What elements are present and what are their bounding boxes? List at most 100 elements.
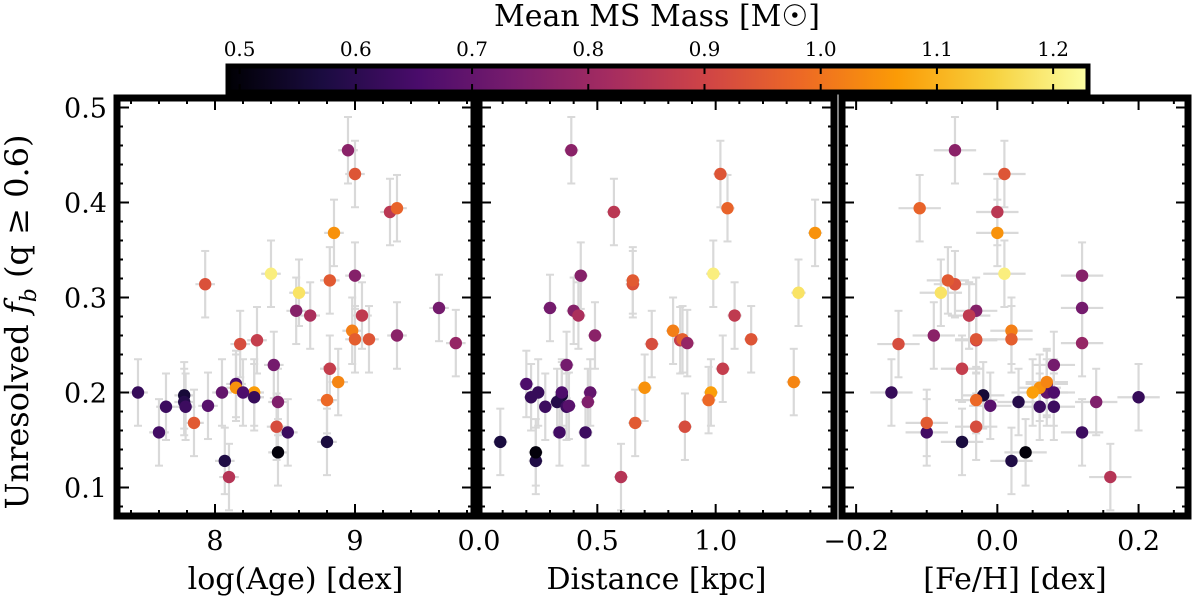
data-point <box>332 375 345 389</box>
data-point <box>1033 400 1046 413</box>
data-point <box>248 391 261 404</box>
data-point <box>920 426 933 439</box>
data-point <box>1047 386 1061 399</box>
data-point <box>948 144 962 157</box>
colorbar-tick-label: 0.9 <box>689 37 721 61</box>
data-point <box>323 362 336 375</box>
panel-feh: −0.2 0.0 0.2 [Fe/H] [dex] <box>823 94 1192 597</box>
data-point <box>1019 446 1032 459</box>
colorbar-tick-label: 1.1 <box>921 37 953 61</box>
data-point <box>341 144 355 157</box>
data-point <box>579 426 592 439</box>
data-point <box>270 420 283 433</box>
data-point <box>1047 358 1061 372</box>
data-point <box>934 286 948 299</box>
data-point <box>187 416 201 430</box>
panel-frame <box>475 94 838 520</box>
data-point <box>955 362 969 375</box>
data-point <box>962 309 976 322</box>
data-point <box>1075 301 1089 315</box>
y-axis-label: Unresolved fb (q ≥ 0.6) <box>0 134 42 509</box>
panel-frame <box>838 94 1192 520</box>
data-point <box>1132 391 1145 404</box>
colorbar: 0.5 0.6 0.7 0.8 0.9 1.0 1.1 1.2 <box>224 37 1091 95</box>
data-point <box>1104 470 1117 484</box>
data-point <box>560 358 573 372</box>
data-point <box>588 329 602 342</box>
data-point <box>1075 269 1089 282</box>
data-point <box>941 274 955 287</box>
x-tick-label: 0.2 <box>1117 526 1160 557</box>
data-point <box>550 395 564 409</box>
data-point <box>792 286 805 299</box>
data-point <box>201 399 215 412</box>
data-point <box>390 329 404 342</box>
data-point <box>355 309 369 322</box>
data-point <box>215 386 229 399</box>
data-point <box>581 395 595 409</box>
y-tick-label: 0.5 <box>64 94 107 125</box>
data-point <box>304 309 317 322</box>
data-point <box>152 426 166 439</box>
data-point <box>998 267 1011 280</box>
x-tick-label: 9 <box>346 526 363 557</box>
data-point <box>159 400 173 413</box>
data-point <box>292 286 306 299</box>
y-tick-label: 0.2 <box>64 379 107 410</box>
data-point <box>1012 395 1025 409</box>
data-point <box>565 144 578 157</box>
panel-dist: 0.0 0.5 1.0 Distance [kpc] <box>458 94 838 597</box>
y-tick-label: 0.4 <box>64 189 107 220</box>
data-point <box>348 167 362 181</box>
colorbar-tick-label: 0.6 <box>340 37 372 61</box>
data-point <box>320 435 334 449</box>
data-point <box>1075 426 1089 439</box>
x-tick-label: −0.2 <box>823 526 889 557</box>
data-point <box>678 420 692 433</box>
panel-frame <box>113 94 478 520</box>
data-point <box>984 399 997 412</box>
data-point <box>1026 386 1039 399</box>
data-point <box>1040 375 1053 389</box>
data-point <box>281 426 294 439</box>
data-point <box>645 337 658 351</box>
data-point <box>885 386 898 399</box>
colorbar-frame <box>225 63 1091 95</box>
data-point <box>250 334 264 347</box>
data-point <box>529 446 542 459</box>
panels: 0.1 0.2 0.3 0.4 0.5 8 9 log(Age) [dex] 0.0 0.5 1.0… <box>64 94 1192 597</box>
data-point <box>320 393 334 407</box>
colorbar-tick-label: 0.8 <box>572 37 604 61</box>
plot-area <box>479 98 834 516</box>
data-point <box>638 381 651 394</box>
data-point <box>614 470 628 484</box>
data-point <box>969 333 983 346</box>
x-axis-label: [Fe/H] [dex] <box>923 562 1106 597</box>
data-point <box>892 337 905 351</box>
x-tick-label: 1.0 <box>694 526 737 557</box>
colorbar-tick-label: 1.0 <box>805 37 837 61</box>
data-point <box>574 269 587 282</box>
data-point <box>716 362 729 375</box>
data-point <box>721 202 734 215</box>
data-point <box>572 309 585 322</box>
x-tick-label: 0.0 <box>976 526 1019 557</box>
data-point <box>629 416 642 430</box>
data-point <box>236 386 250 399</box>
data-point <box>543 301 557 315</box>
data-point <box>607 205 621 219</box>
colorbar-label: Mean MS Mass [M☉] <box>494 0 820 34</box>
data-point <box>808 226 822 240</box>
data-point <box>991 226 1004 240</box>
data-point <box>927 329 940 342</box>
data-point <box>991 205 1004 219</box>
data-point <box>524 391 538 404</box>
x-axis-label: Distance [kpc] <box>547 562 767 597</box>
x-tick-label: 0.5 <box>576 526 619 557</box>
data-point <box>969 393 983 407</box>
colorbar-tick-label: 1.2 <box>1037 37 1069 61</box>
y-tick-label: 0.3 <box>64 284 107 315</box>
data-point <box>348 269 362 282</box>
data-point <box>234 337 247 351</box>
